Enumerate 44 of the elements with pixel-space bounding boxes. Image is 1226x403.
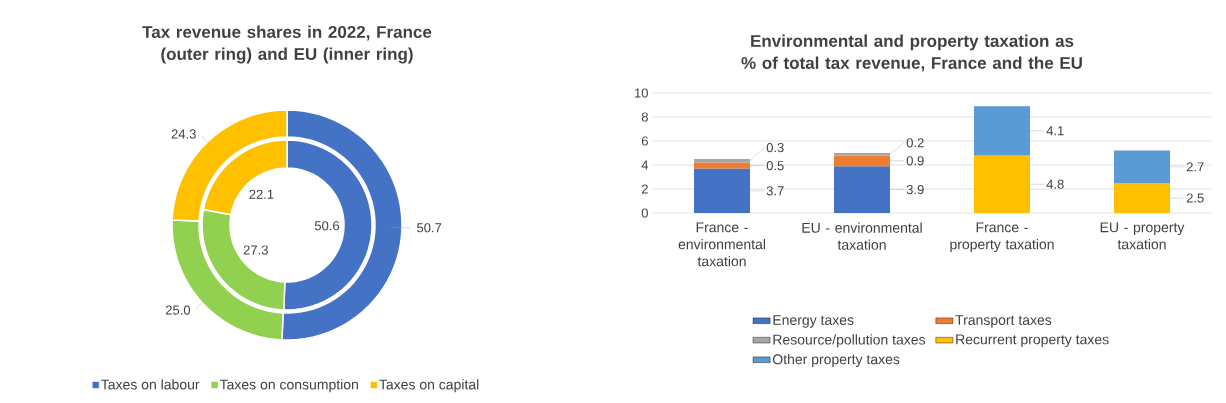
legend-label: Recurrent property taxes bbox=[956, 334, 1109, 348]
data-label: 0.9 bbox=[906, 156, 924, 166]
legend-label: Transport taxes bbox=[955, 315, 1052, 328]
x-tick-label: EU - property taxation bbox=[1100, 222, 1185, 250]
data-label: 50.6 bbox=[314, 221, 340, 231]
data-label: 0.5 bbox=[766, 160, 784, 171]
x-tick-label: France - property taxation bbox=[950, 222, 1054, 253]
data-label: 3.9 bbox=[906, 184, 924, 195]
data-label: 50.7 bbox=[417, 223, 442, 233]
legend-label: Energy taxes bbox=[773, 315, 854, 328]
data-label: 27.3 bbox=[243, 245, 268, 255]
data-label: 25.0 bbox=[165, 305, 191, 315]
bar bbox=[1114, 182, 1170, 213]
bar bbox=[974, 155, 1030, 213]
data-label: 4.8 bbox=[1046, 179, 1064, 189]
data-label: 22.1 bbox=[249, 189, 274, 199]
data-label: 4.1 bbox=[1046, 126, 1064, 136]
x-tick-label: France - environmental taxation bbox=[678, 222, 766, 267]
bar bbox=[1114, 150, 1170, 183]
data-label: 24.3 bbox=[171, 129, 196, 139]
legend-label: Taxes on consumption bbox=[219, 379, 358, 393]
y-tick-label: 2 bbox=[641, 184, 648, 194]
legend-label: Taxes on capital bbox=[379, 379, 479, 393]
x-tick-label: EU - environmental taxation bbox=[802, 222, 922, 250]
data-label: 3.7 bbox=[766, 186, 784, 196]
bar bbox=[694, 168, 751, 213]
y-tick-label: 8 bbox=[641, 112, 648, 122]
y-tick-label: 10 bbox=[635, 88, 648, 98]
legend-label: Other property taxes bbox=[772, 353, 900, 368]
y-tick-label: 0 bbox=[641, 208, 648, 218]
data-label: 2.7 bbox=[1186, 162, 1204, 172]
chart-title: Environmental and property taxation as % of total tax revenue, France and the EU bbox=[741, 34, 1082, 72]
legend-label: Taxes on labour bbox=[101, 379, 200, 390]
bar bbox=[834, 155, 890, 167]
y-tick-label: 6 bbox=[641, 136, 648, 146]
y-tick-label: 4 bbox=[641, 160, 649, 170]
data-label: 2.5 bbox=[1186, 193, 1204, 203]
chart-title: Tax revenue shares in 2022, France (outer ring) and EU (inner ring) bbox=[142, 25, 432, 64]
data-label: 0.3 bbox=[766, 142, 784, 153]
bar bbox=[834, 166, 890, 213]
bar bbox=[974, 106, 1030, 156]
data-label: 0.2 bbox=[906, 138, 924, 148]
legend-label: Resource/pollution taxes bbox=[773, 334, 926, 348]
bar bbox=[694, 162, 751, 169]
